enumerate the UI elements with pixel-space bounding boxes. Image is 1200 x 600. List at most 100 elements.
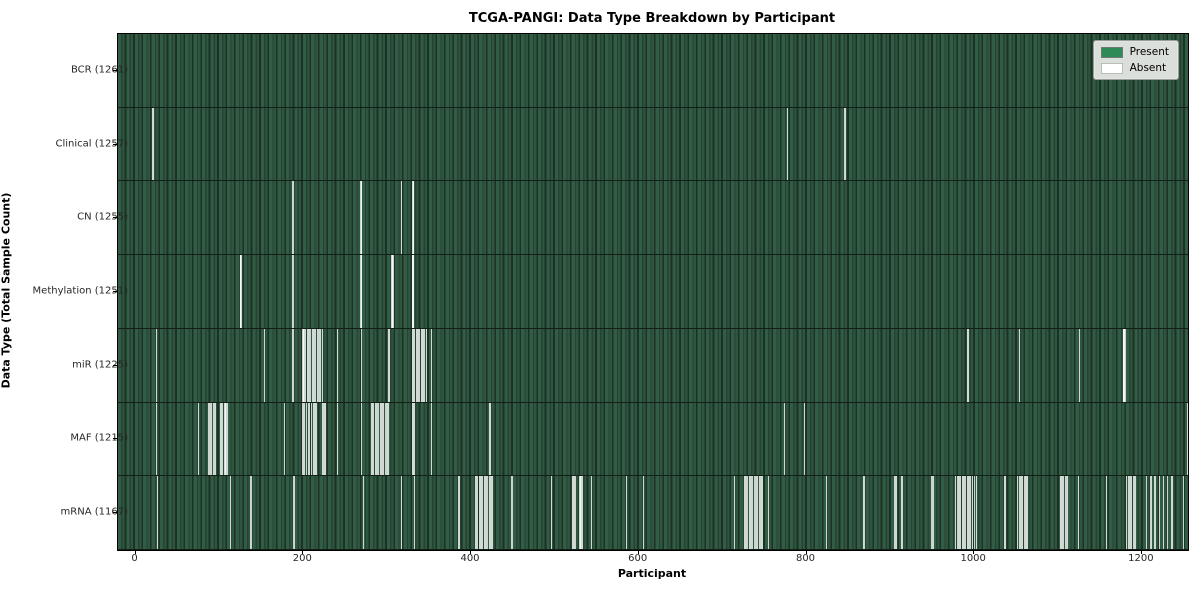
absent-stripe (803, 402, 806, 476)
absent-stripe (415, 328, 417, 402)
x-tick-label-1200: 1200 (1128, 553, 1154, 564)
absent-stripe (240, 255, 242, 328)
absent-stripe (488, 476, 490, 550)
absent-stripe (1182, 476, 1185, 550)
absent-stripe (1064, 476, 1067, 550)
absent-stripe (419, 328, 421, 402)
absent-stripe (417, 328, 419, 402)
absent-stripe (412, 402, 414, 476)
x-tick-label-1000: 1000 (960, 553, 986, 564)
absent-stripe (746, 476, 749, 550)
absent-stripe (964, 476, 967, 550)
x-tick-mark (302, 550, 304, 554)
absent-stripe (1066, 476, 1068, 550)
absent-stripe (1129, 476, 1131, 550)
absent-stripe (229, 476, 231, 550)
absent-stripe (642, 476, 645, 550)
absent-stripe (475, 476, 477, 550)
y-tick-label-CN: CN (1255) (77, 211, 128, 223)
absent-stripe (372, 402, 375, 476)
row-band-CN (118, 181, 1188, 256)
legend: Present Absent (1092, 40, 1179, 80)
absent-stripe (209, 402, 211, 476)
absent-stripe (1132, 476, 1134, 550)
absent-stripe (263, 328, 266, 402)
y-tick-mark (113, 143, 117, 145)
absent-stripe (391, 255, 393, 328)
absent-stripe (361, 402, 363, 476)
absent-stripe (571, 476, 573, 550)
absent-stripe (971, 476, 973, 550)
y-tick-mark (113, 217, 117, 219)
absent-stripe (227, 402, 229, 476)
absent-stripe (384, 402, 386, 476)
row-band-miR (118, 328, 1188, 403)
y-tick-mark (113, 438, 117, 440)
absent-stripe (760, 476, 762, 550)
absent-stripe (313, 328, 315, 402)
absent-stripe (411, 255, 413, 328)
absent-stripe (207, 402, 210, 476)
absent-stripe (155, 402, 158, 476)
absent-stripe (422, 328, 424, 402)
x-tick-label-0: 0 (131, 553, 138, 564)
absent-stripe (1023, 476, 1025, 550)
x-tick-mark (637, 550, 639, 554)
absent-stripe (212, 402, 215, 476)
absent-stripe (292, 328, 294, 402)
absent-stripe (863, 476, 865, 550)
absent-stripe (758, 476, 760, 550)
absent-stripe (579, 476, 581, 550)
absent-stripe (361, 181, 363, 255)
absent-stripe (1146, 476, 1148, 550)
absent-stripe (511, 476, 513, 550)
absent-stripe (755, 476, 757, 550)
absent-stripe (1150, 476, 1152, 550)
absent-stripe (961, 476, 963, 550)
absent-stripe (743, 476, 745, 550)
absent-stripe (323, 402, 325, 476)
absent-stripe (580, 476, 582, 550)
absent-stripe (1078, 328, 1081, 402)
absent-stripe (590, 476, 593, 550)
absent-stripe (844, 107, 846, 181)
absent-stripe (895, 476, 897, 550)
absent-stripe (302, 328, 304, 402)
absent-stripe (314, 402, 316, 476)
y-tick-label-Methylation: Methylation (1251) (32, 285, 128, 297)
y-tick-label-MAF: MAF (1215) (70, 432, 128, 444)
absent-stripe (1125, 476, 1128, 550)
absent-stripe (239, 255, 241, 328)
absent-stripe (302, 402, 304, 476)
absent-stripe (490, 476, 492, 550)
x-tick-label-600: 600 (628, 553, 648, 564)
y-tick-label-BCR: BCR (1261) (70, 64, 128, 76)
absent-stripe (413, 181, 415, 255)
absent-stripe (321, 402, 324, 476)
chart-title: TCGA-PANGI: Data Type Breakdown by Parti… (468, 11, 836, 26)
absent-stripe (1020, 476, 1022, 550)
absent-stripe (550, 476, 552, 550)
absent-stripe (315, 328, 317, 402)
absent-stripe (325, 402, 327, 476)
y-tick-mark (113, 512, 117, 514)
absent-stripe (306, 328, 308, 402)
absent-stripe (223, 402, 225, 476)
absent-stripe (481, 476, 484, 550)
absent-stripe (382, 402, 385, 476)
absent-stripe (310, 402, 313, 476)
absent-stripe (386, 402, 388, 476)
absent-stripe (361, 255, 363, 328)
absent-stripe (967, 328, 969, 402)
absent-stripe (767, 476, 770, 550)
absent-stripe (748, 476, 750, 550)
plot-area: Present Absent (117, 33, 1189, 551)
absent-stripe (969, 476, 972, 550)
x-tick-mark (1140, 550, 1142, 554)
absent-stripe (1018, 476, 1020, 550)
x-tick-mark (470, 550, 471, 554)
absent-stripe (580, 476, 583, 550)
row-band-MAF (118, 402, 1188, 477)
x-axis-label: Participant (617, 567, 687, 580)
absent-stripe (485, 476, 487, 550)
